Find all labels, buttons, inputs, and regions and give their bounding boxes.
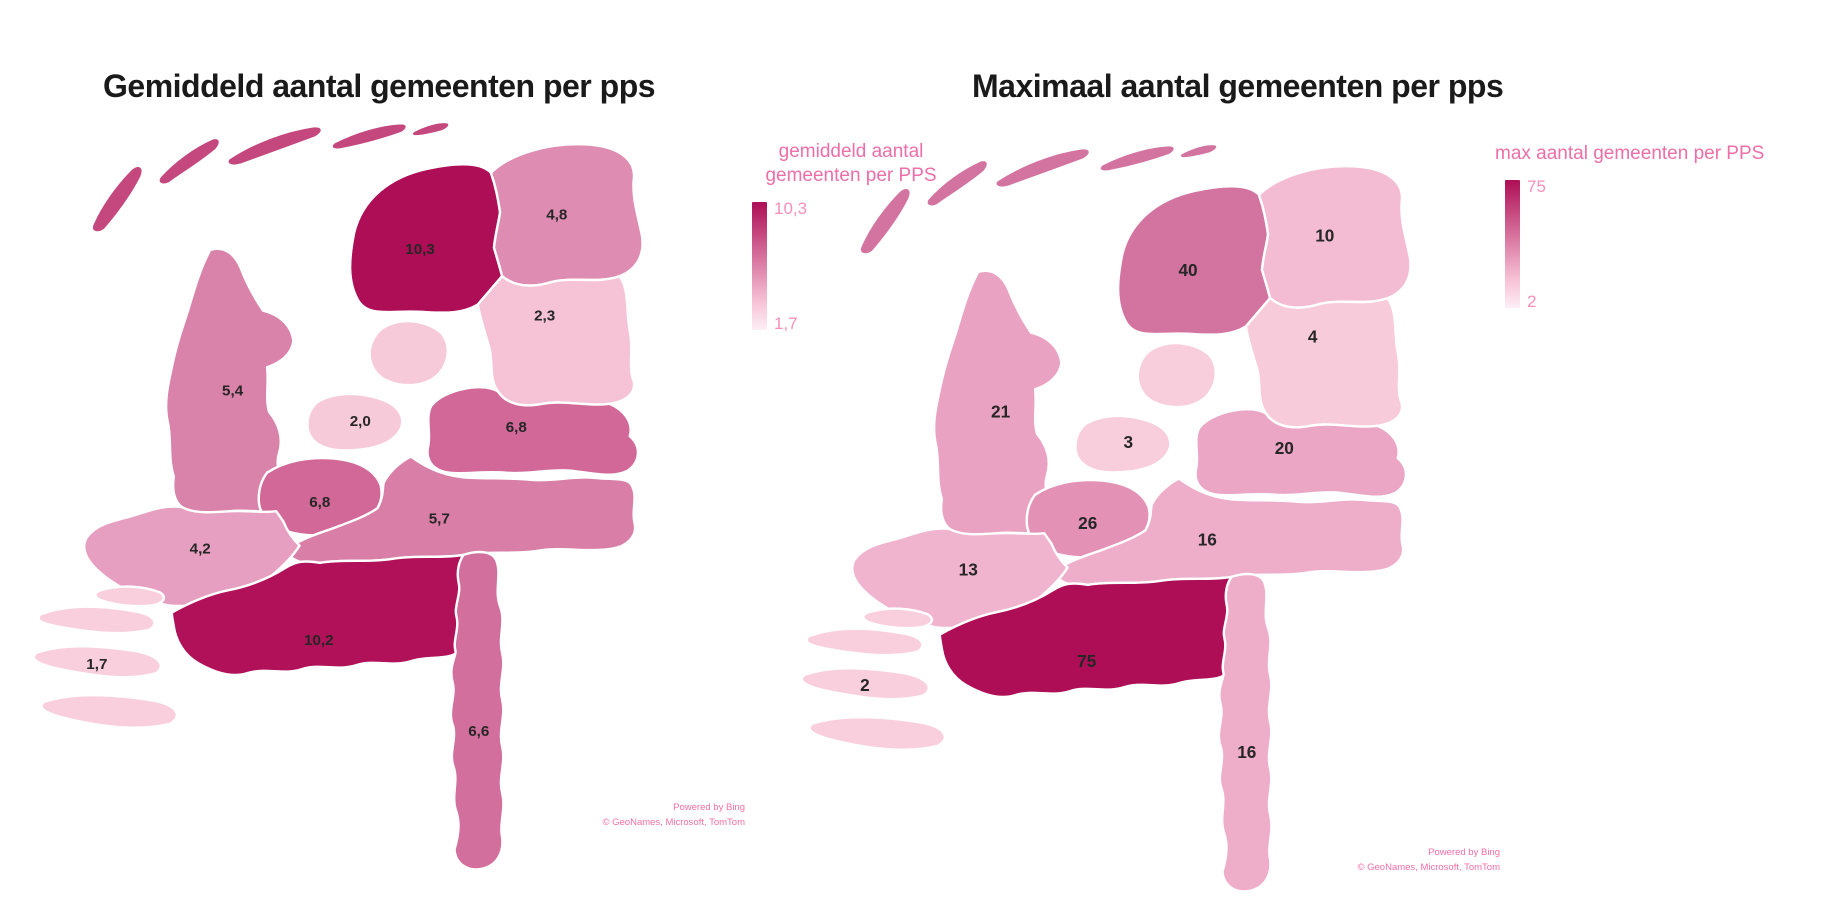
- region-flevoland[interactable]: [306, 392, 404, 452]
- map-title-average: Gemiddeld aantal gemeenten per pps: [103, 68, 656, 104]
- map-attribution-maximum: Powered by Bing © GeoNames, Microsoft, T…: [1300, 845, 1501, 875]
- legend-maximum: max aantal gemeenten per PPS 75 2: [1495, 142, 1837, 310]
- attribution-powered-by: Powered by Bing: [673, 802, 745, 813]
- region-gelderland[interactable]: [285, 455, 637, 565]
- region-drenthe[interactable]: [476, 274, 636, 407]
- map-attribution-average: Powered by Bing © GeoNames, Microsoft, T…: [545, 800, 746, 830]
- map-title-maximum: Maximaal aantal gemeenten per pps: [972, 68, 1504, 104]
- wadden-island-region[interactable]: [858, 186, 912, 256]
- data-label-gelderland: 5,7: [429, 510, 450, 527]
- attribution-copyright: © GeoNames, Microsoft, TomTom: [602, 817, 746, 829]
- data-label-gelderland: 16: [1198, 529, 1217, 549]
- data-label-friesland: 40: [1178, 260, 1197, 280]
- legend-min-label: 1,7: [774, 313, 798, 333]
- region-groningen[interactable]: [1257, 164, 1412, 309]
- wadden-island-region[interactable]: [157, 136, 222, 186]
- data-label-overijssel: 6,8: [506, 419, 527, 436]
- wadden-island-region[interactable]: [90, 164, 144, 234]
- data-label-limburg: 16: [1237, 742, 1256, 762]
- data-label-zuid-holland: 4,2: [190, 541, 211, 558]
- wadden-island-region[interactable]: [994, 146, 1092, 189]
- legend-gradient-bar: [1505, 179, 1520, 308]
- data-label-groningen: 4,8: [546, 206, 567, 223]
- region-flevoland[interactable]: [368, 319, 449, 387]
- data-label-noord-holland: 21: [991, 402, 1011, 422]
- data-label-groningen: 10: [1315, 225, 1334, 245]
- legend-min-label: 2: [1527, 291, 1537, 311]
- data-label-zeeland: 2: [860, 675, 870, 695]
- attribution-copyright: © GeoNames, Microsoft, TomTom: [1357, 862, 1501, 874]
- wadden-island-region[interactable]: [226, 124, 324, 167]
- data-label-drenthe: 2,3: [534, 308, 555, 325]
- data-label-utrecht: 26: [1078, 513, 1097, 533]
- region-overijssel[interactable]: [426, 386, 640, 476]
- region-flevoland[interactable]: [1136, 341, 1217, 409]
- region-zeeland[interactable]: [800, 607, 946, 751]
- choropleth-map-maximum[interactable]: 40 10 4 20 3 21 26 16 13 2 75 16: [798, 138, 1416, 898]
- region-flevoland[interactable]: [1074, 414, 1172, 474]
- attribution-powered-by: Powered by Bing: [1428, 847, 1500, 858]
- data-label-limburg: 6,6: [468, 723, 489, 740]
- data-label-drenthe: 4: [1308, 327, 1318, 347]
- choropleth-map-average[interactable]: 10,3 4,8 2,3 6,8 2,0 5,4 6,8 5,7 4,2 1,7 10,2 6,6: [30, 116, 648, 876]
- wadden-island-region[interactable]: [1098, 143, 1177, 173]
- legend-gradient-bar: [752, 201, 767, 330]
- data-label-flevoland: 2,0: [350, 413, 371, 430]
- legend-max-label: 75: [1527, 176, 1546, 196]
- data-label-overijssel: 20: [1275, 438, 1294, 458]
- data-label-noord-brabant: 75: [1077, 651, 1097, 671]
- wadden-island-region[interactable]: [925, 158, 990, 208]
- region-limburg[interactable]: [1217, 572, 1273, 893]
- legend-title-average: gemiddeld aantal gemeenten per PPS: [765, 141, 937, 186]
- wadden-island-region[interactable]: [1178, 142, 1219, 160]
- legend-title-maximum: max aantal gemeenten per PPS: [1495, 143, 1765, 164]
- wadden-island-region[interactable]: [330, 121, 409, 151]
- region-drenthe[interactable]: [1244, 296, 1404, 429]
- region-friesland[interactable]: [348, 162, 504, 314]
- data-label-noord-holland: 5,4: [222, 383, 244, 400]
- legend-max-label: 10,3: [774, 198, 808, 218]
- data-label-zuid-holland: 13: [959, 560, 978, 580]
- data-label-friesland: 10,3: [405, 241, 435, 258]
- region-zeeland[interactable]: [32, 585, 178, 729]
- wadden-island-region[interactable]: [410, 120, 451, 138]
- legend-average: gemiddeld aantal gemeenten per PPS 10,3 …: [742, 140, 960, 332]
- data-label-utrecht: 6,8: [309, 494, 330, 511]
- data-label-noord-brabant: 10,2: [304, 632, 334, 649]
- region-gelderland[interactable]: [1053, 477, 1405, 587]
- data-label-zeeland: 1,7: [86, 656, 107, 673]
- region-overijssel[interactable]: [1194, 408, 1408, 498]
- region-limburg[interactable]: [449, 550, 505, 871]
- data-label-flevoland: 3: [1123, 432, 1133, 452]
